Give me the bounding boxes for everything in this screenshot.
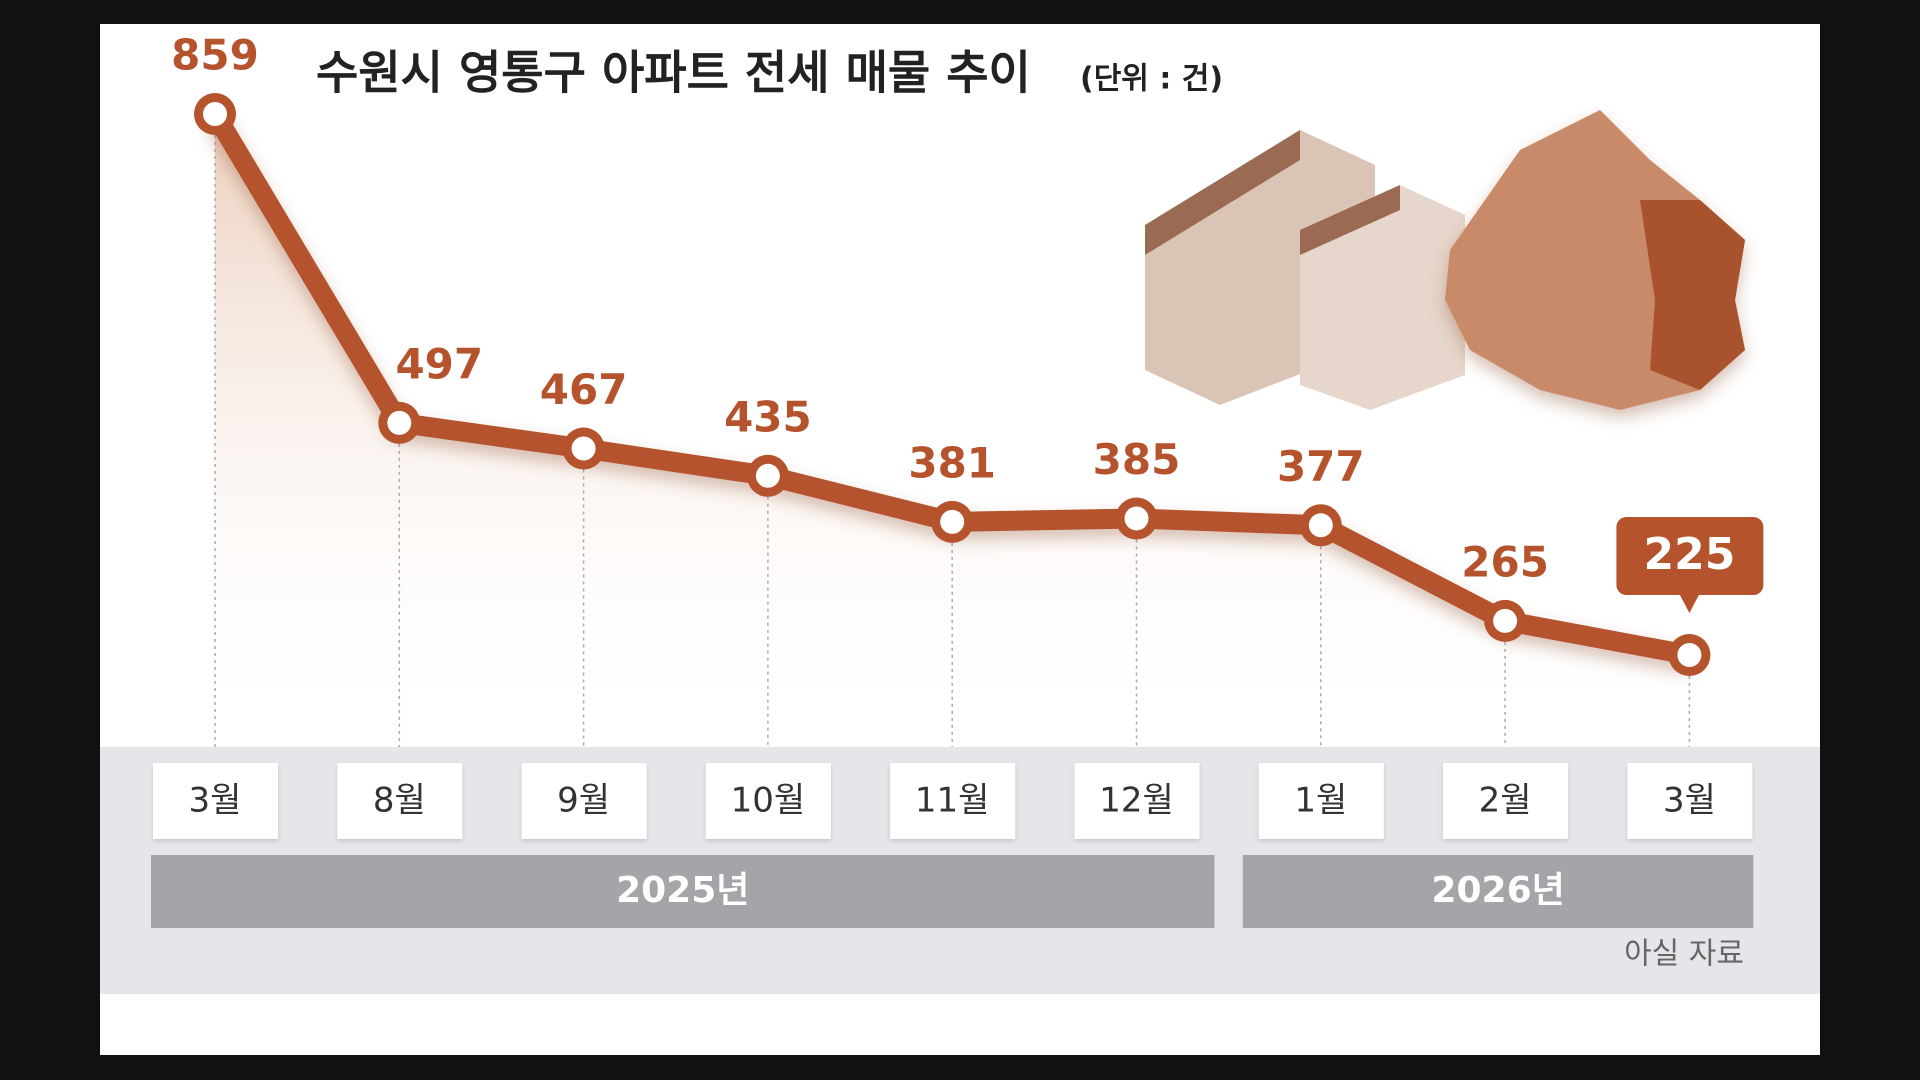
point-center [1493, 608, 1518, 633]
year-label: 2025년 [616, 870, 749, 911]
year-bar [1242, 855, 1754, 928]
x-tick-label: 12월 [1099, 781, 1174, 821]
category-box [1443, 763, 1569, 839]
year-label: 2026년 [1431, 870, 1564, 911]
building [1300, 185, 1465, 410]
category-box [521, 763, 647, 839]
x-tick-label: 1월 [1294, 781, 1347, 821]
x-tick-label: 9월 [557, 781, 610, 821]
point-center [571, 436, 596, 461]
point-center [1677, 643, 1702, 667]
category-box [705, 763, 831, 839]
x-tick-label: 10월 [731, 781, 806, 821]
data-label: 859 [171, 31, 259, 80]
data-label: 467 [540, 365, 628, 414]
data-label: 435 [724, 392, 812, 441]
category-box [337, 763, 463, 839]
building-roof [1300, 185, 1400, 255]
data-label: 381 [908, 438, 996, 487]
source: 아실 자료 [1624, 937, 1744, 972]
highlight-pointer [1679, 594, 1700, 613]
point-center [940, 509, 965, 534]
category-box [1258, 763, 1384, 839]
category-box [1074, 763, 1200, 839]
point-center [755, 463, 780, 488]
data-label: 265 [1461, 537, 1549, 586]
map-region [1640, 200, 1745, 390]
x-tick-label: 3월 [1663, 781, 1716, 821]
data-label: 497 [395, 339, 483, 388]
highlight-box [1616, 517, 1764, 595]
point-center [1124, 506, 1149, 531]
x-tick-label: 8월 [373, 781, 426, 821]
illustration [1145, 110, 1745, 410]
building-roof [1145, 130, 1300, 255]
point-center [1308, 513, 1333, 538]
point-center [387, 410, 412, 435]
category-box [153, 763, 278, 839]
data-label: 225 [1643, 529, 1735, 580]
point-center [203, 102, 227, 126]
x-tick-label: 11월 [915, 781, 990, 821]
x-tick-label: 2월 [1479, 781, 1532, 821]
x-tick-label: 3월 [189, 781, 242, 821]
year-bar [151, 855, 1215, 928]
chart-title: 수원시 영통구 아파트 전세 매물 추이 [316, 46, 1031, 100]
data-label: 377 [1277, 442, 1365, 491]
category-box [1627, 763, 1753, 839]
unit-label: (단위 : 건) [1080, 62, 1223, 97]
data-label: 385 [1093, 435, 1181, 484]
category-box [890, 763, 1016, 839]
